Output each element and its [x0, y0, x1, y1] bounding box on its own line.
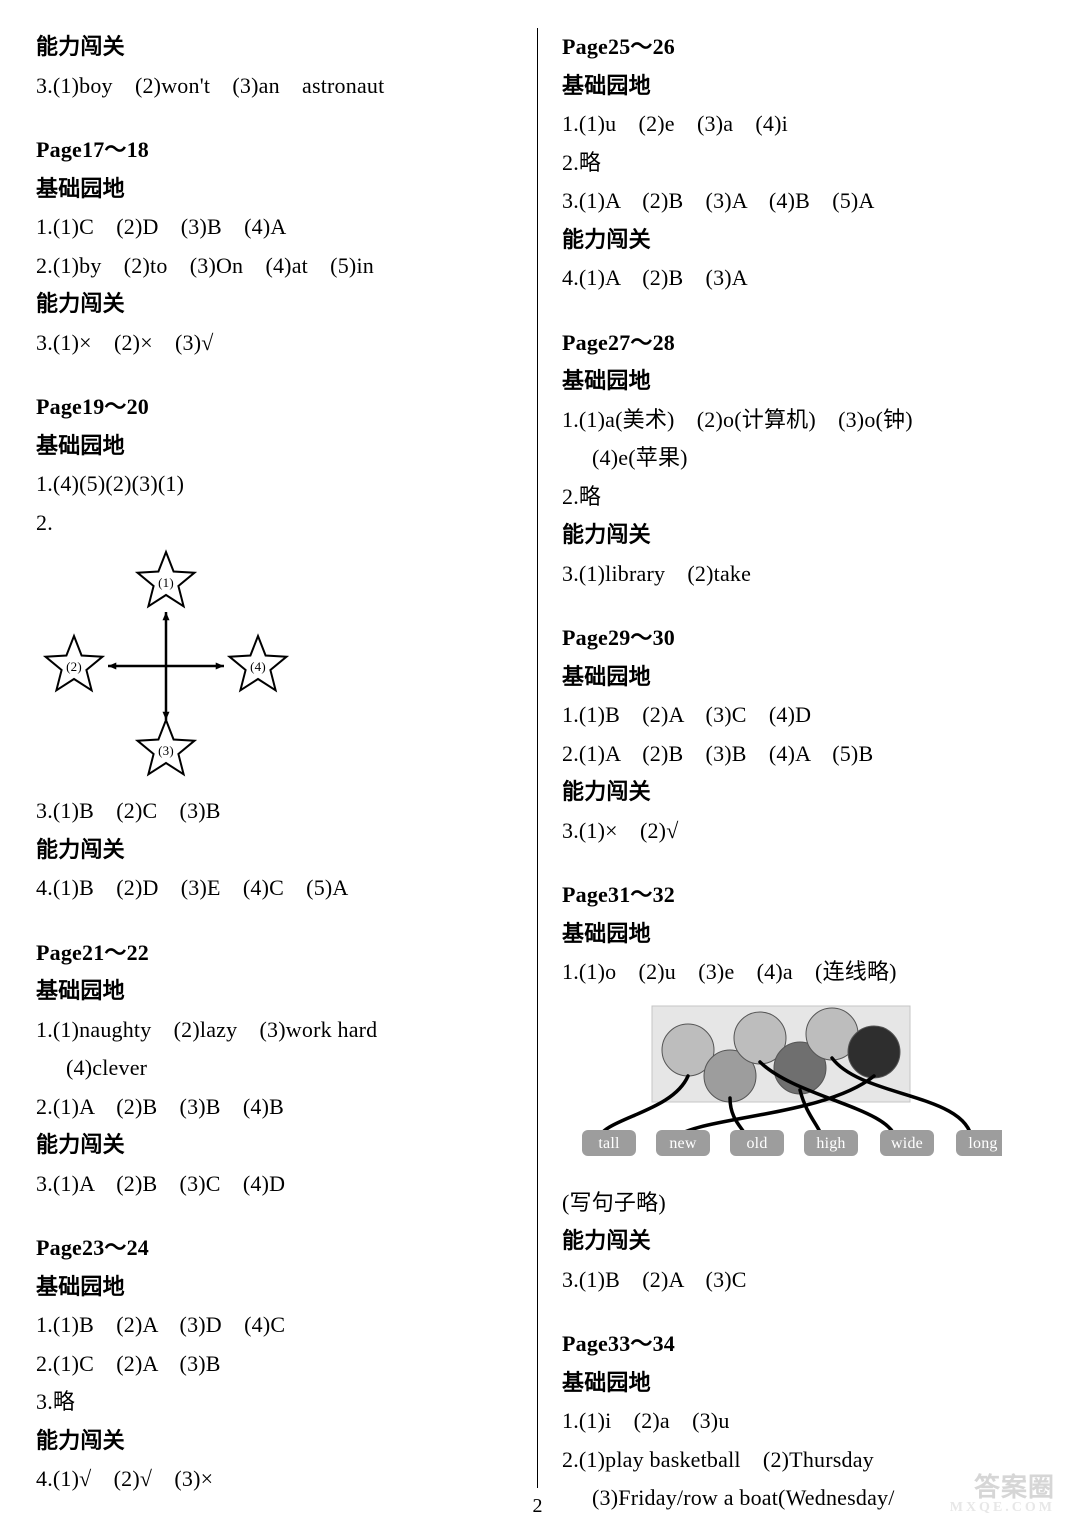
svg-text:high: high — [816, 1135, 845, 1152]
answer-line: 1.(1)B (2)A (3)D (4)C — [36, 1306, 513, 1345]
svg-text:(1): (1) — [158, 575, 174, 590]
block-p31: Page31～32 基础园地 1.(1)o (2)u (3)e (4)a (连线… — [562, 876, 1039, 1299]
answer-line: 2.(1)C (2)A (3)B — [36, 1345, 513, 1384]
answer-line: 2.略 — [562, 478, 1039, 517]
section-heading: 能力闯关 — [562, 221, 1039, 260]
section-heading: 基础园地 — [36, 1268, 513, 1307]
page-range: Page33～34 — [562, 1325, 1039, 1364]
answer-line: 4.(1)B (2)D (3)E (4)C (5)A — [36, 869, 513, 908]
section-heading: 能力闯关 — [36, 28, 513, 67]
right-column: Page25～26 基础园地 1.(1)u (2)e (3)a (4)i 2.略… — [544, 28, 1039, 1488]
block-p17: Page17～18 基础园地 1.(1)C (2)D (3)B (4)A 2.(… — [36, 131, 513, 362]
page-range: Page23～24 — [36, 1229, 513, 1268]
answer-line: 2.(1)by (2)to (3)On (4)at (5)in — [36, 247, 513, 286]
answer-line: 1.(1)C (2)D (3)B (4)A — [36, 208, 513, 247]
section-heading: 基础园地 — [562, 1364, 1039, 1403]
svg-text:old: old — [746, 1135, 767, 1152]
section-heading: 能力闯关 — [562, 773, 1039, 812]
block-p19: Page19～20 基础园地 1.(4)(5)(2)(3)(1) 2. (1)(… — [36, 388, 513, 908]
star-compass-diagram: (1) (2) (4) (3) — [36, 546, 513, 786]
worksheet-page: 能力闯关 3.(1)boy (2)won't (3)an astronaut P… — [0, 0, 1075, 1536]
block-top: 能力闯关 3.(1)boy (2)won't (3)an astronaut — [36, 28, 513, 105]
svg-text:wide: wide — [891, 1135, 923, 1152]
svg-text:new: new — [669, 1135, 697, 1152]
answer-line: 3.(1)B (2)C (3)B — [36, 792, 513, 831]
two-column-layout: 能力闯关 3.(1)boy (2)won't (3)an astronaut P… — [36, 28, 1039, 1488]
svg-text:(2): (2) — [66, 659, 82, 674]
section-heading: 基础园地 — [562, 362, 1039, 401]
block-p25: Page25～26 基础园地 1.(1)u (2)e (3)a (4)i 2.略… — [562, 28, 1039, 298]
section-heading: 基础园地 — [36, 170, 513, 209]
answer-line: 3.(1)A (2)B (3)C (4)D — [36, 1165, 513, 1204]
column-divider — [537, 28, 538, 1488]
block-p27: Page27～28 基础园地 1.(1)a(美术) (2)o(计算机) (3)o… — [562, 324, 1039, 594]
section-heading: 基础园地 — [36, 427, 513, 466]
page-range: Page27～28 — [562, 324, 1039, 363]
answer-line: 3.(1)× (2)√ — [562, 812, 1039, 851]
page-range: Page21～22 — [36, 934, 513, 973]
page-range: Page25～26 — [562, 28, 1039, 67]
section-heading: 基础园地 — [562, 67, 1039, 106]
answer-line: 1.(4)(5)(2)(3)(1) — [36, 465, 513, 504]
answer-line: 4.(1)√ (2)√ (3)× — [36, 1460, 513, 1499]
section-heading: 能力闯关 — [36, 1126, 513, 1165]
answer-line: 2.(1)A (2)B (3)B (4)A (5)B — [562, 735, 1039, 774]
answer-line: 1.(1)naughty (2)lazy (3)work hard — [36, 1011, 513, 1050]
answer-line: 3.(1)boy (2)won't (3)an astronaut — [36, 67, 513, 106]
watermark-sub: MXQE.COM — [950, 1501, 1055, 1516]
answer-line: 2. — [36, 504, 513, 543]
matching-diagram: tall new old high wide long — [562, 998, 1039, 1178]
answer-line: 1.(1)a(美术) (2)o(计算机) (3)o(钟) — [562, 401, 1039, 440]
svg-text:(4): (4) — [250, 659, 266, 674]
page-range: Page17～18 — [36, 131, 513, 170]
answer-line: 2.(1)A (2)B (3)B (4)B — [36, 1088, 513, 1127]
section-heading: 能力闯关 — [36, 1422, 513, 1461]
answer-line: 1.(1)B (2)A (3)C (4)D — [562, 696, 1039, 735]
section-heading: 基础园地 — [562, 915, 1039, 954]
section-heading: 能力闯关 — [562, 516, 1039, 555]
block-p21: Page21～22 基础园地 1.(1)naughty (2)lazy (3)w… — [36, 934, 513, 1204]
page-range: Page31～32 — [562, 876, 1039, 915]
answer-line: 1.(1)i (2)a (3)u — [562, 1402, 1039, 1441]
section-heading: 基础园地 — [562, 658, 1039, 697]
answer-line: 4.(1)A (2)B (3)A — [562, 259, 1039, 298]
block-p29: Page29～30 基础园地 1.(1)B (2)A (3)C (4)D 2.(… — [562, 619, 1039, 850]
svg-text:tall: tall — [598, 1135, 620, 1152]
section-heading: 基础园地 — [36, 972, 513, 1011]
watermark-main: 答案圈 — [974, 1473, 1055, 1502]
watermark: 答案圈 MXQE.COM — [950, 1474, 1055, 1516]
page-range: Page19～20 — [36, 388, 513, 427]
answer-line: 3.(1)× (2)× (3)√ — [36, 324, 513, 363]
answer-line: 1.(1)u (2)e (3)a (4)i — [562, 105, 1039, 144]
answer-line: 3.略 — [36, 1383, 513, 1422]
page-range: Page29～30 — [562, 619, 1039, 658]
section-heading: 能力闯关 — [36, 831, 513, 870]
answer-line: (写句子略) — [562, 1184, 1039, 1223]
page-number: 2 — [0, 1495, 1075, 1518]
svg-text:(3): (3) — [158, 743, 174, 758]
answer-line: 3.(1)A (2)B (3)A (4)B (5)A — [562, 182, 1039, 221]
answer-line: 1.(1)o (2)u (3)e (4)a (连线略) — [562, 953, 1039, 992]
section-heading: 能力闯关 — [36, 285, 513, 324]
answer-line: 2.略 — [562, 144, 1039, 183]
block-p23: Page23～24 基础园地 1.(1)B (2)A (3)D (4)C 2.(… — [36, 1229, 513, 1499]
left-column: 能力闯关 3.(1)boy (2)won't (3)an astronaut P… — [36, 28, 531, 1488]
answer-line: 3.(1)B (2)A (3)C — [562, 1261, 1039, 1300]
answer-line: 3.(1)library (2)take — [562, 555, 1039, 594]
section-heading: 能力闯关 — [562, 1222, 1039, 1261]
answer-line: (4)e(苹果) — [562, 439, 1039, 478]
answer-line: (4)clever — [36, 1049, 513, 1088]
svg-text:long: long — [968, 1135, 997, 1152]
